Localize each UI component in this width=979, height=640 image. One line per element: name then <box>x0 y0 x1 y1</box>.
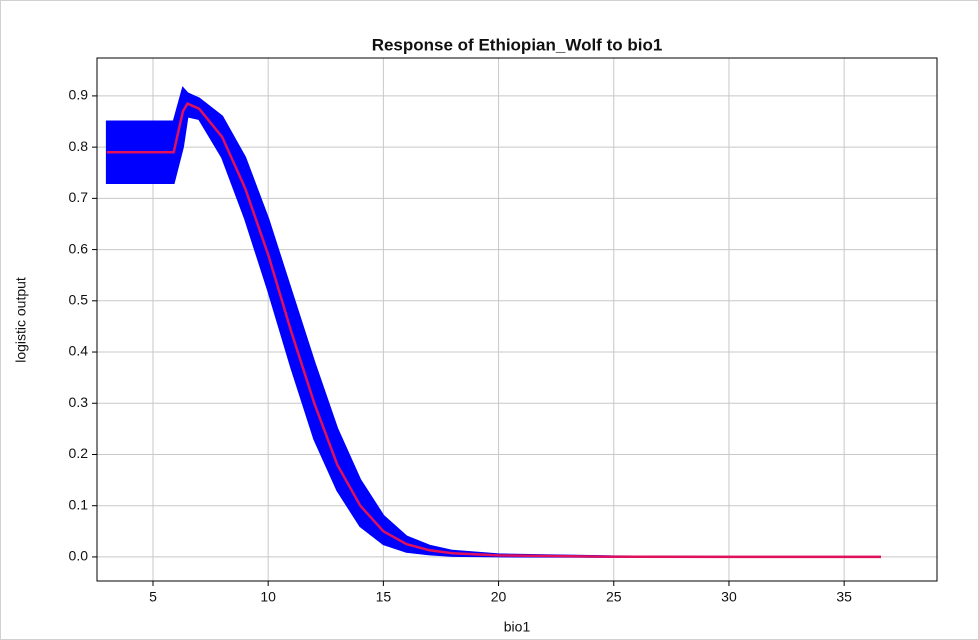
x-tick-label: 35 <box>836 589 852 605</box>
x-tick-label: 10 <box>260 589 276 605</box>
y-tick-label: 0.7 <box>69 189 89 205</box>
y-tick-label: 0.0 <box>69 548 89 564</box>
y-tick-label: 0.9 <box>69 87 89 103</box>
x-tick-label: 30 <box>721 589 737 605</box>
y-tick-label: 0.3 <box>69 394 89 410</box>
x-tick-label: 25 <box>606 589 622 605</box>
y-tick-label: 0.6 <box>69 240 89 256</box>
y-tick-label: 0.8 <box>69 138 89 154</box>
y-tick-label: 0.5 <box>69 292 89 308</box>
response-line <box>106 102 881 559</box>
y-tick-label: 0.4 <box>69 343 89 359</box>
plot-border <box>96 57 938 582</box>
x-tick-label: 5 <box>149 589 157 605</box>
x-tick-label: 15 <box>376 589 392 605</box>
chart-title: Response of Ethiopian_Wolf to bio1 <box>372 35 663 54</box>
x-axis-label: bio1 <box>504 619 531 635</box>
x-tick-label: 20 <box>491 589 507 605</box>
y-axis-label: logistic output <box>13 277 29 363</box>
y-tick-label: 0.2 <box>69 445 89 461</box>
y-tick-label: 0.1 <box>69 496 89 512</box>
